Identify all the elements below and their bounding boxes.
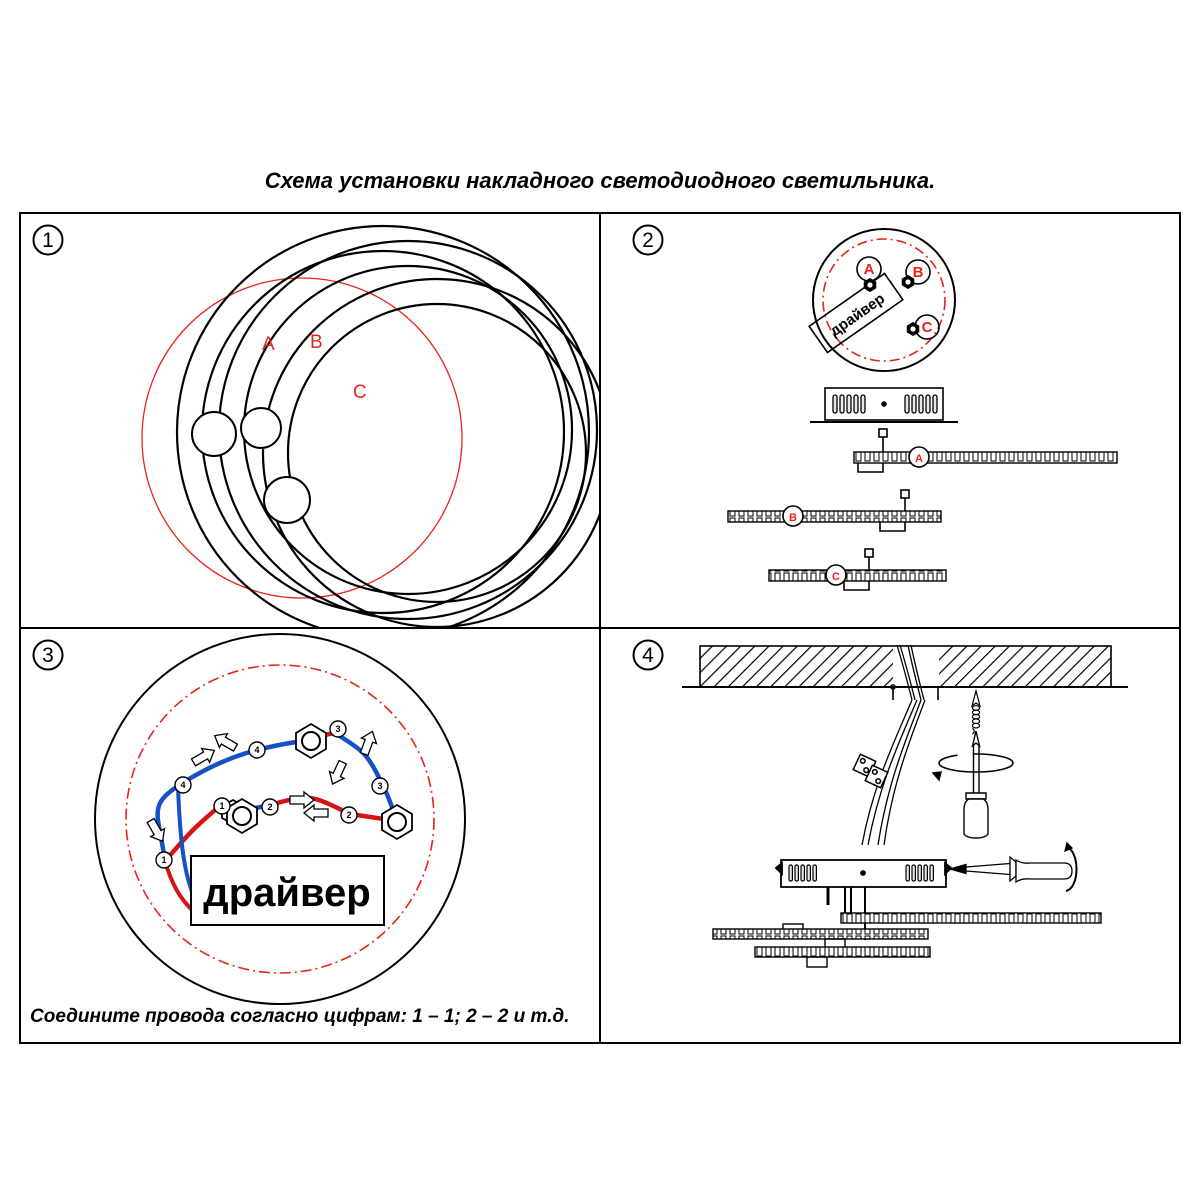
svg-text:3: 3 — [42, 644, 54, 667]
svg-text:A: A — [262, 334, 275, 355]
svg-text:4: 4 — [642, 644, 654, 667]
svg-text:C: C — [353, 382, 367, 403]
svg-text:4: 4 — [254, 745, 259, 755]
svg-text:C: C — [832, 571, 840, 583]
svg-text:1: 1 — [42, 229, 54, 252]
svg-text:A: A — [915, 453, 923, 465]
svg-text:4: 4 — [180, 780, 185, 790]
svg-text:Соедините провода согласно циф: Соедините провода согласно цифрам: 1 – 1… — [30, 1006, 569, 1027]
svg-text:B: B — [310, 332, 323, 353]
svg-text:3: 3 — [335, 724, 340, 734]
svg-text:3: 3 — [377, 781, 382, 791]
svg-text:B: B — [913, 264, 924, 281]
svg-text:C: C — [922, 319, 933, 336]
svg-text:драйвер: драйвер — [203, 871, 370, 915]
svg-text:2: 2 — [267, 802, 272, 812]
svg-text:1: 1 — [219, 801, 224, 811]
svg-text:драйвер: драйвер — [827, 290, 888, 340]
svg-text:2: 2 — [642, 229, 654, 252]
svg-text:1: 1 — [161, 855, 166, 865]
svg-text:B: B — [789, 512, 797, 524]
svg-text:2: 2 — [346, 810, 351, 820]
svg-text:A: A — [864, 261, 875, 278]
